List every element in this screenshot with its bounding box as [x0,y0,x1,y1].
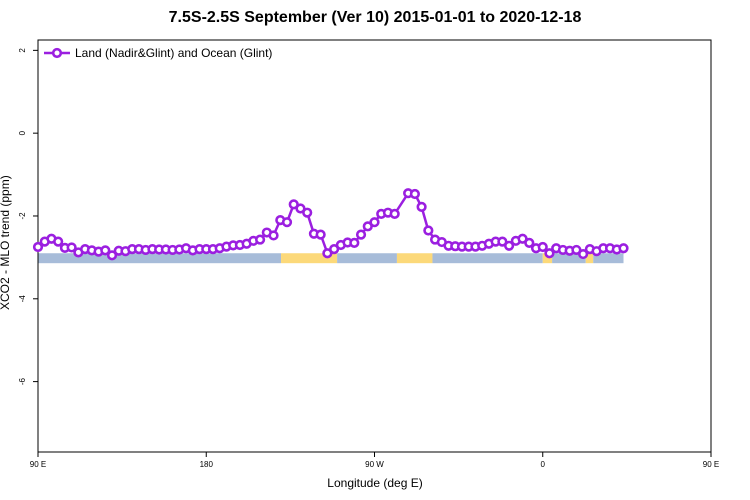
data-point [578,248,589,260]
ocean-segment [38,253,282,264]
data-point [544,248,555,259]
x-tick-label: 90 E [703,460,719,469]
ocean-segment [552,253,586,264]
y-tick-label: -4 [18,295,27,303]
data-point [302,207,313,218]
x-tick-label: 180 [200,460,214,469]
data-point [106,250,118,261]
data-point [524,237,535,248]
data-point [281,217,293,228]
data-point [504,240,515,251]
x-axis-label: Longitude (deg E) [327,476,423,490]
data-point [369,217,380,228]
x-tick-label: 0 [541,460,546,469]
data-point [349,237,360,248]
data-point [53,236,64,247]
land-segment [396,253,433,264]
ocean-segment [593,253,624,264]
land-segment [281,253,338,264]
ocean-segment [432,253,543,264]
data-point [355,229,367,240]
land-segment [585,253,594,264]
x-tick-label: 90 E [30,460,46,469]
data-point [100,245,111,256]
data-point [537,241,548,253]
data-point [618,243,629,254]
data-point [315,229,326,240]
y-tick-label: -2 [18,212,27,220]
data-point [268,230,279,241]
data-point [66,242,77,253]
legend-label: Land (Nadir&Glint) and Ocean (Glint) [75,46,272,60]
data-point [254,234,266,245]
land-segment [542,253,553,264]
y-tick-label: -6 [18,378,27,386]
data-point [409,188,420,200]
chart-title: 7.5S-2.5S September (Ver 10) 2015-01-01 … [168,9,582,26]
legend-marker [51,47,63,59]
y-tick-label: 2 [18,48,27,53]
data-point [32,241,44,253]
data-point [423,225,434,236]
x-tick-label: 90 W [365,460,384,469]
data-point [389,208,400,220]
data-point [416,201,427,212]
y-tick-label: 0 [18,130,27,135]
ocean-segment [337,253,397,264]
